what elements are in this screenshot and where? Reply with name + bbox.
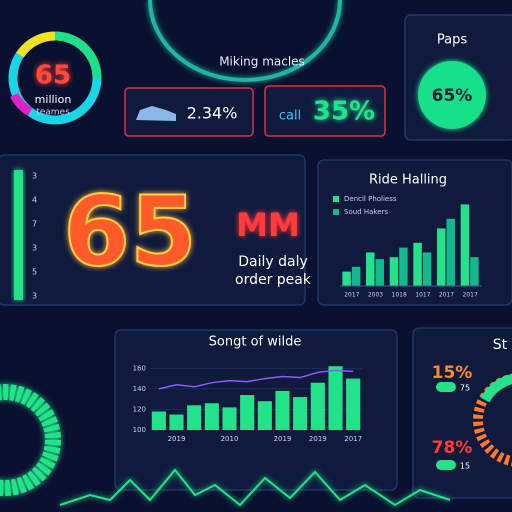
ring-seg (9, 92, 33, 116)
bar (446, 218, 455, 286)
bar (351, 266, 361, 286)
x-tick-label: 2010 (221, 435, 239, 443)
x-tick-label: 2019 (274, 435, 292, 443)
kpi-box (264, 85, 386, 137)
bar (389, 257, 399, 286)
legend-swatch (333, 209, 339, 215)
bar (399, 247, 408, 286)
chart-title: Songt of wilde (209, 335, 302, 350)
side-title: Paps (437, 33, 467, 48)
bar (346, 378, 361, 430)
gauge-seg (480, 374, 512, 403)
y-tick-label: 160 (133, 364, 146, 372)
x-tick-label: 2003 (368, 292, 383, 299)
wave (59, 468, 451, 507)
bar (460, 204, 470, 286)
x-tick-label: 2019 (309, 435, 327, 443)
scale-label: 3 (32, 172, 37, 181)
side-circle (418, 61, 486, 129)
chart-panel (114, 329, 398, 491)
bar (151, 411, 166, 430)
bar (375, 259, 384, 286)
ring-seg (16, 31, 56, 58)
bar (310, 382, 325, 430)
right-panel (412, 327, 512, 499)
ring-caption: teames (36, 108, 70, 118)
kpi-box (124, 87, 254, 137)
kpi-value: 35% (313, 97, 375, 127)
x-tick-label: 2017 (439, 292, 454, 299)
right-title: St (493, 337, 508, 353)
bar (169, 414, 184, 430)
line (158, 369, 354, 390)
hero-line: Daily daly (238, 254, 308, 270)
bar (437, 228, 446, 286)
x-tick-label: 2017 (463, 292, 478, 299)
hero-panel (0, 154, 306, 306)
hero-line: order peak (235, 272, 312, 288)
bar (275, 390, 290, 430)
car-icon (136, 106, 176, 121)
chart-title: Ride Halling (369, 173, 447, 188)
legend-label: Soud Hakers (344, 208, 388, 216)
x-tick-label: 2017 (344, 435, 362, 443)
y-tick-label: 140 (133, 385, 146, 393)
ring-unit: million (35, 93, 72, 106)
y-tick-label: 120 (133, 405, 146, 413)
bar (366, 252, 375, 286)
right-note: 15 (460, 462, 470, 471)
bar (413, 242, 422, 286)
gauge-ring (0, 384, 61, 496)
hero-bar (14, 170, 23, 300)
scale-label: 3 (32, 292, 37, 301)
legend-swatch (333, 196, 339, 202)
scale-label: 4 (32, 196, 37, 205)
summary-ring: 65 million teames (8, 31, 102, 125)
bar (222, 407, 237, 430)
bar (328, 366, 343, 430)
hero-unit: MM (236, 206, 300, 244)
ring-seg (54, 31, 102, 79)
toggle[interactable] (436, 382, 456, 392)
bar (293, 397, 308, 430)
right-value: 78% (432, 438, 473, 458)
legend-label: Dencil Pholiess (344, 195, 397, 203)
scale-label: 5 (32, 268, 37, 277)
header-title: Miking macles (219, 55, 305, 69)
kpi-value: 2.34% (187, 104, 238, 123)
bar (257, 401, 272, 430)
scale-label: 7 (32, 220, 37, 229)
side-value: 65% (432, 86, 473, 106)
kpi-label: call (279, 109, 301, 124)
hero-value: 65 (63, 175, 197, 287)
bar (187, 405, 202, 430)
ring-value: 65 (35, 61, 71, 91)
bar (204, 403, 219, 430)
right-value: 15% (432, 363, 473, 383)
x-tick-label: 2019 (168, 435, 186, 443)
bar (422, 252, 432, 286)
hero-scale: 3 4 7 3 5 3 (32, 172, 37, 301)
x-tick-label: 1017 (415, 292, 430, 299)
right-note: 75 (460, 384, 470, 393)
bar (342, 271, 351, 286)
toggle[interactable] (436, 460, 456, 470)
scale-label: 3 (32, 244, 37, 253)
x-tick-label: 2017 (344, 292, 359, 299)
bar (240, 395, 255, 430)
bar (470, 257, 479, 286)
x-tick-label: 1018 (392, 292, 407, 299)
header-arc (148, 0, 342, 82)
y-tick-label: 100 (133, 426, 146, 434)
